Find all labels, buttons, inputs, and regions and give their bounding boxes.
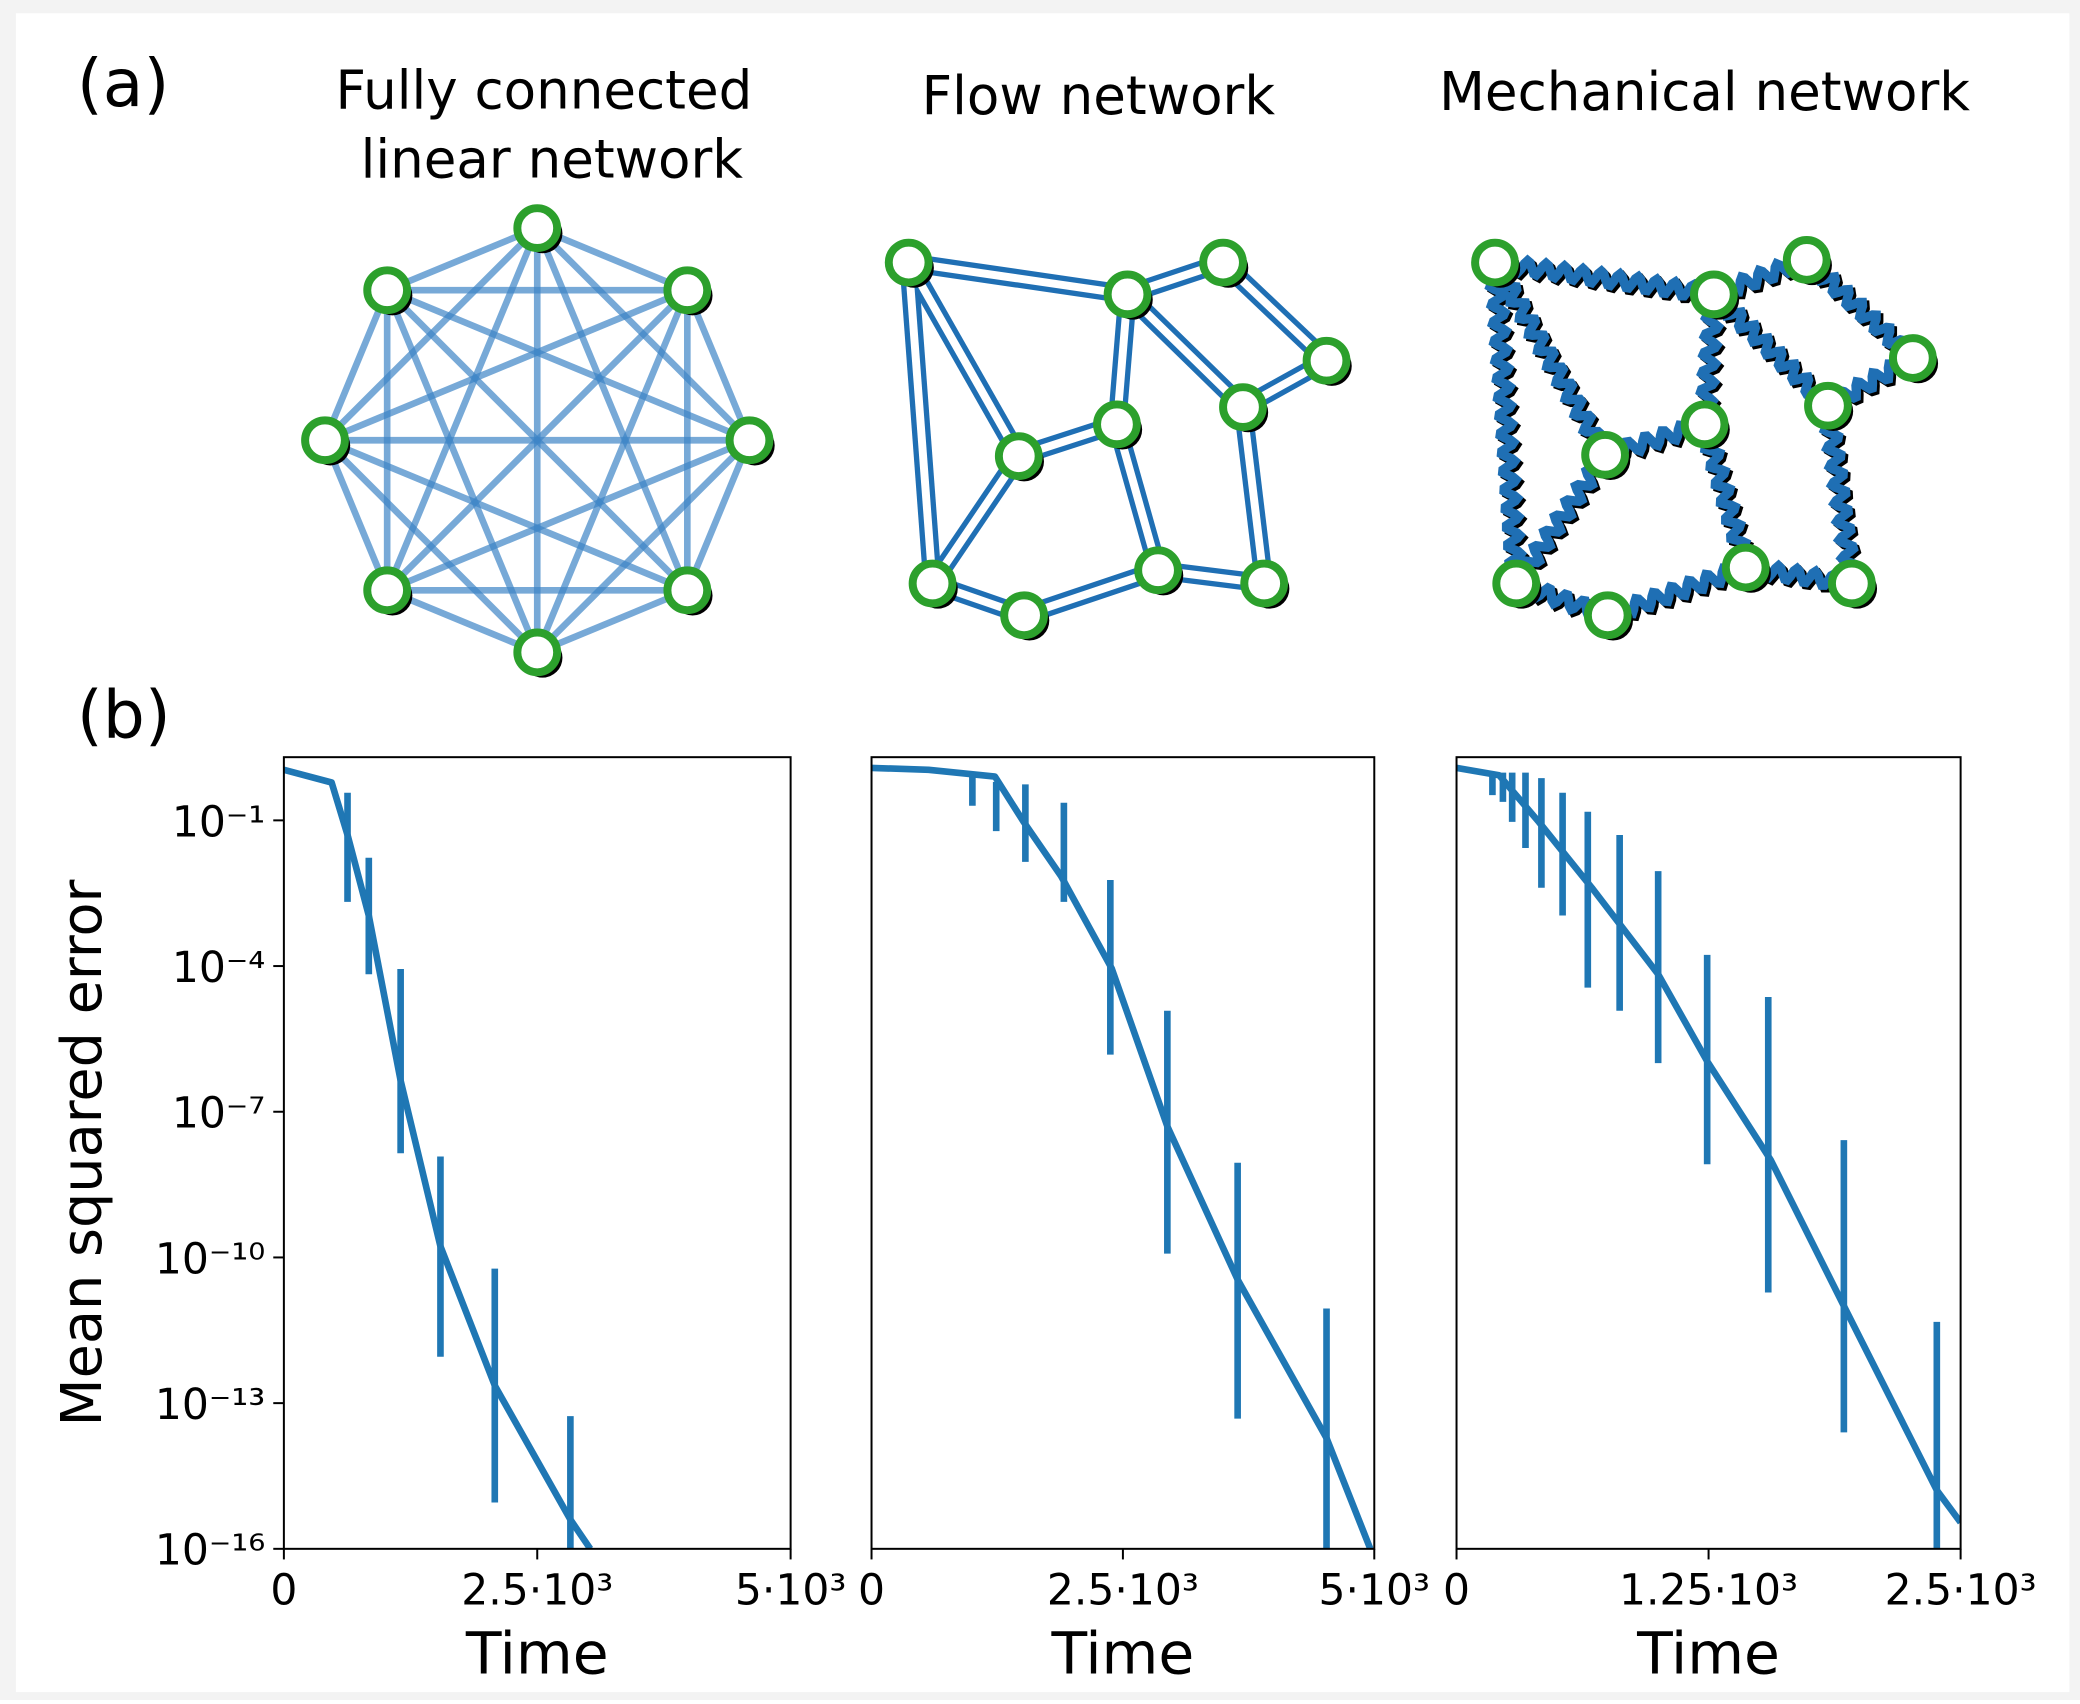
node — [667, 570, 707, 610]
node — [1585, 435, 1625, 475]
node — [1004, 595, 1044, 635]
diagram-title: Flow network — [922, 65, 1276, 127]
node — [367, 570, 407, 610]
node — [1475, 243, 1515, 283]
x-axis-label: Time — [1050, 1619, 1194, 1687]
node — [1108, 274, 1148, 314]
node — [517, 633, 557, 673]
y-tick-label: 10⁻⁷ — [172, 1090, 265, 1139]
fully-connected-network — [305, 208, 775, 677]
x-tick-label: 5·10³ — [1319, 1567, 1431, 1616]
node — [1787, 240, 1827, 280]
node — [1726, 548, 1766, 588]
node — [1307, 341, 1347, 381]
node — [1203, 243, 1243, 283]
x-axis-label: Time — [1636, 1619, 1780, 1687]
node — [517, 208, 557, 248]
node — [1893, 338, 1933, 378]
node — [1097, 404, 1137, 444]
y-tick-label: 10⁻⁴ — [172, 944, 265, 993]
node — [1138, 550, 1178, 590]
node — [1244, 564, 1284, 604]
node — [1588, 595, 1628, 635]
node — [999, 436, 1039, 476]
x-axis-label: Time — [465, 1619, 609, 1687]
node — [667, 270, 707, 310]
diagram-title: linear network — [361, 129, 744, 191]
y-axis-label: Mean squared error — [50, 879, 115, 1426]
node — [1832, 564, 1872, 604]
page: {"panel_labels": ["(a)", "(b)"], "diagra… — [0, 0, 2080, 1700]
node — [367, 270, 407, 310]
x-tick-label: 0 — [858, 1567, 885, 1616]
x-tick-label: 0 — [1443, 1567, 1470, 1616]
node — [913, 564, 953, 604]
figure: (a) (b) Fully connected linear network F… — [0, 0, 2080, 1700]
node — [1496, 564, 1536, 604]
node — [1694, 274, 1734, 314]
node — [305, 420, 345, 460]
panel-label: (b) — [77, 675, 171, 753]
node — [1223, 387, 1263, 427]
x-tick-label: 2.5·10³ — [461, 1567, 613, 1616]
x-tick-label: 2.5·10³ — [1885, 1567, 2037, 1616]
y-tick-label: 10⁻¹ — [172, 798, 265, 847]
x-tick-label: 0 — [270, 1567, 297, 1616]
x-tick-label: 5·10³ — [735, 1567, 847, 1616]
y-tick-label: 10⁻¹⁰ — [155, 1235, 265, 1284]
y-tick-label: 10⁻¹³ — [155, 1381, 265, 1430]
diagram-title: Fully connected — [335, 60, 752, 122]
node — [1808, 386, 1848, 426]
y-tick-label: 10⁻¹⁶ — [155, 1527, 265, 1576]
panel-label: (a) — [77, 44, 169, 122]
x-tick-label: 1.25·10³ — [1619, 1567, 1798, 1616]
node — [889, 243, 929, 283]
diagram-title: Mechanical network — [1439, 61, 1970, 123]
node — [1685, 404, 1725, 444]
x-tick-label: 2.5·10³ — [1047, 1567, 1199, 1616]
node — [730, 420, 770, 460]
